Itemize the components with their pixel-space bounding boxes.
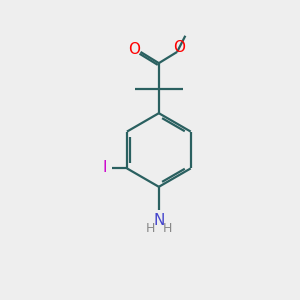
Text: H: H: [145, 221, 155, 235]
Text: O: O: [128, 42, 140, 57]
Text: O: O: [173, 40, 185, 55]
Text: N: N: [153, 213, 164, 228]
Text: H: H: [163, 221, 172, 235]
Text: I: I: [102, 160, 106, 175]
